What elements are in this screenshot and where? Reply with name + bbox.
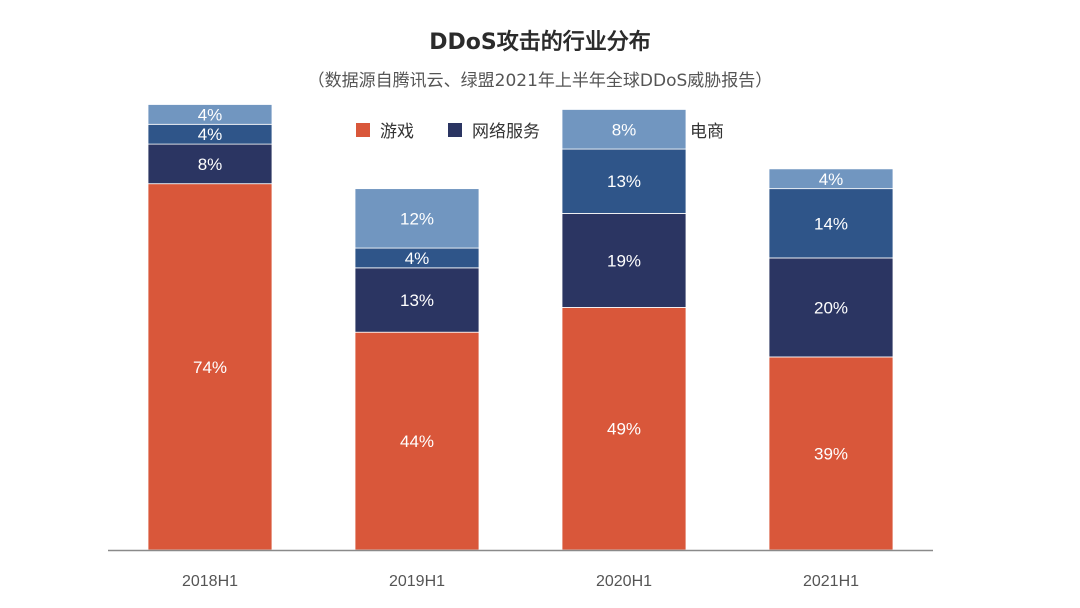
legend-label-game: 游戏	[380, 122, 414, 142]
bar-2018H1-ecommerce	[147, 104, 273, 125]
data-label-2018H1-live-streaming: 4%	[198, 125, 223, 144]
data-label-2019H1-live-streaming: 4%	[405, 249, 430, 268]
bar-2020H1-live-streaming	[561, 148, 687, 214]
data-label-2020H1-live-streaming: 13%	[607, 172, 641, 191]
data-label-2020H1-game: 49%	[607, 420, 641, 439]
bar-2020H1-ecommerce	[561, 109, 687, 150]
x-tick-label-2019H1: 2019H1	[389, 573, 445, 590]
bar-2019H1-game	[354, 331, 480, 551]
bar-2019H1-network-service	[354, 267, 480, 333]
data-label-2021H1-live-streaming: 14%	[814, 214, 848, 233]
bar-2021H1-network-service	[768, 257, 894, 358]
bar-2020H1-game	[561, 307, 687, 551]
legend-item-game: 游戏	[356, 117, 414, 142]
legend-swatch-game	[356, 122, 370, 137]
data-label-2021H1-game: 39%	[814, 444, 848, 463]
chart-title: DDoS攻击的行业分布	[429, 30, 651, 55]
legend-item-network-service: 网络服务	[448, 117, 540, 142]
data-label-2020H1-ecommerce: 8%	[612, 120, 637, 139]
bar-2020H1-network-service	[561, 212, 687, 308]
bar-2021H1-ecommerce	[768, 168, 894, 190]
data-label-2019H1-ecommerce: 12%	[400, 209, 434, 228]
data-label-2020H1-network-service: 19%	[607, 251, 641, 270]
data-label-2018H1-network-service: 8%	[198, 155, 223, 174]
data-label-2021H1-network-service: 20%	[814, 298, 848, 317]
data-label-2018H1-ecommerce: 4%	[198, 105, 223, 124]
x-tick-label-2018H1: 2018H1	[182, 573, 238, 590]
x-tick-label-2020H1: 2020H1	[596, 573, 652, 590]
data-label-2019H1-network-service: 13%	[400, 291, 434, 310]
legend-label-ecommerce: 电商	[690, 122, 724, 142]
data-label-2021H1-ecommerce: 4%	[819, 170, 844, 189]
bar-2019H1-ecommerce	[354, 188, 480, 249]
legend-label-network-service: 网络服务	[472, 122, 540, 142]
bar-2021H1-live-streaming	[768, 188, 894, 259]
x-tick-label-2021H1: 2021H1	[803, 573, 859, 590]
data-label-2018H1-game: 74%	[193, 358, 227, 377]
chart-subtitle: （数据源自腾讯云、绿盟2021年上半年全球DDoS威胁报告）	[307, 71, 773, 91]
data-label-2019H1-game: 44%	[400, 432, 434, 451]
legend-swatch-network-service	[448, 122, 462, 137]
